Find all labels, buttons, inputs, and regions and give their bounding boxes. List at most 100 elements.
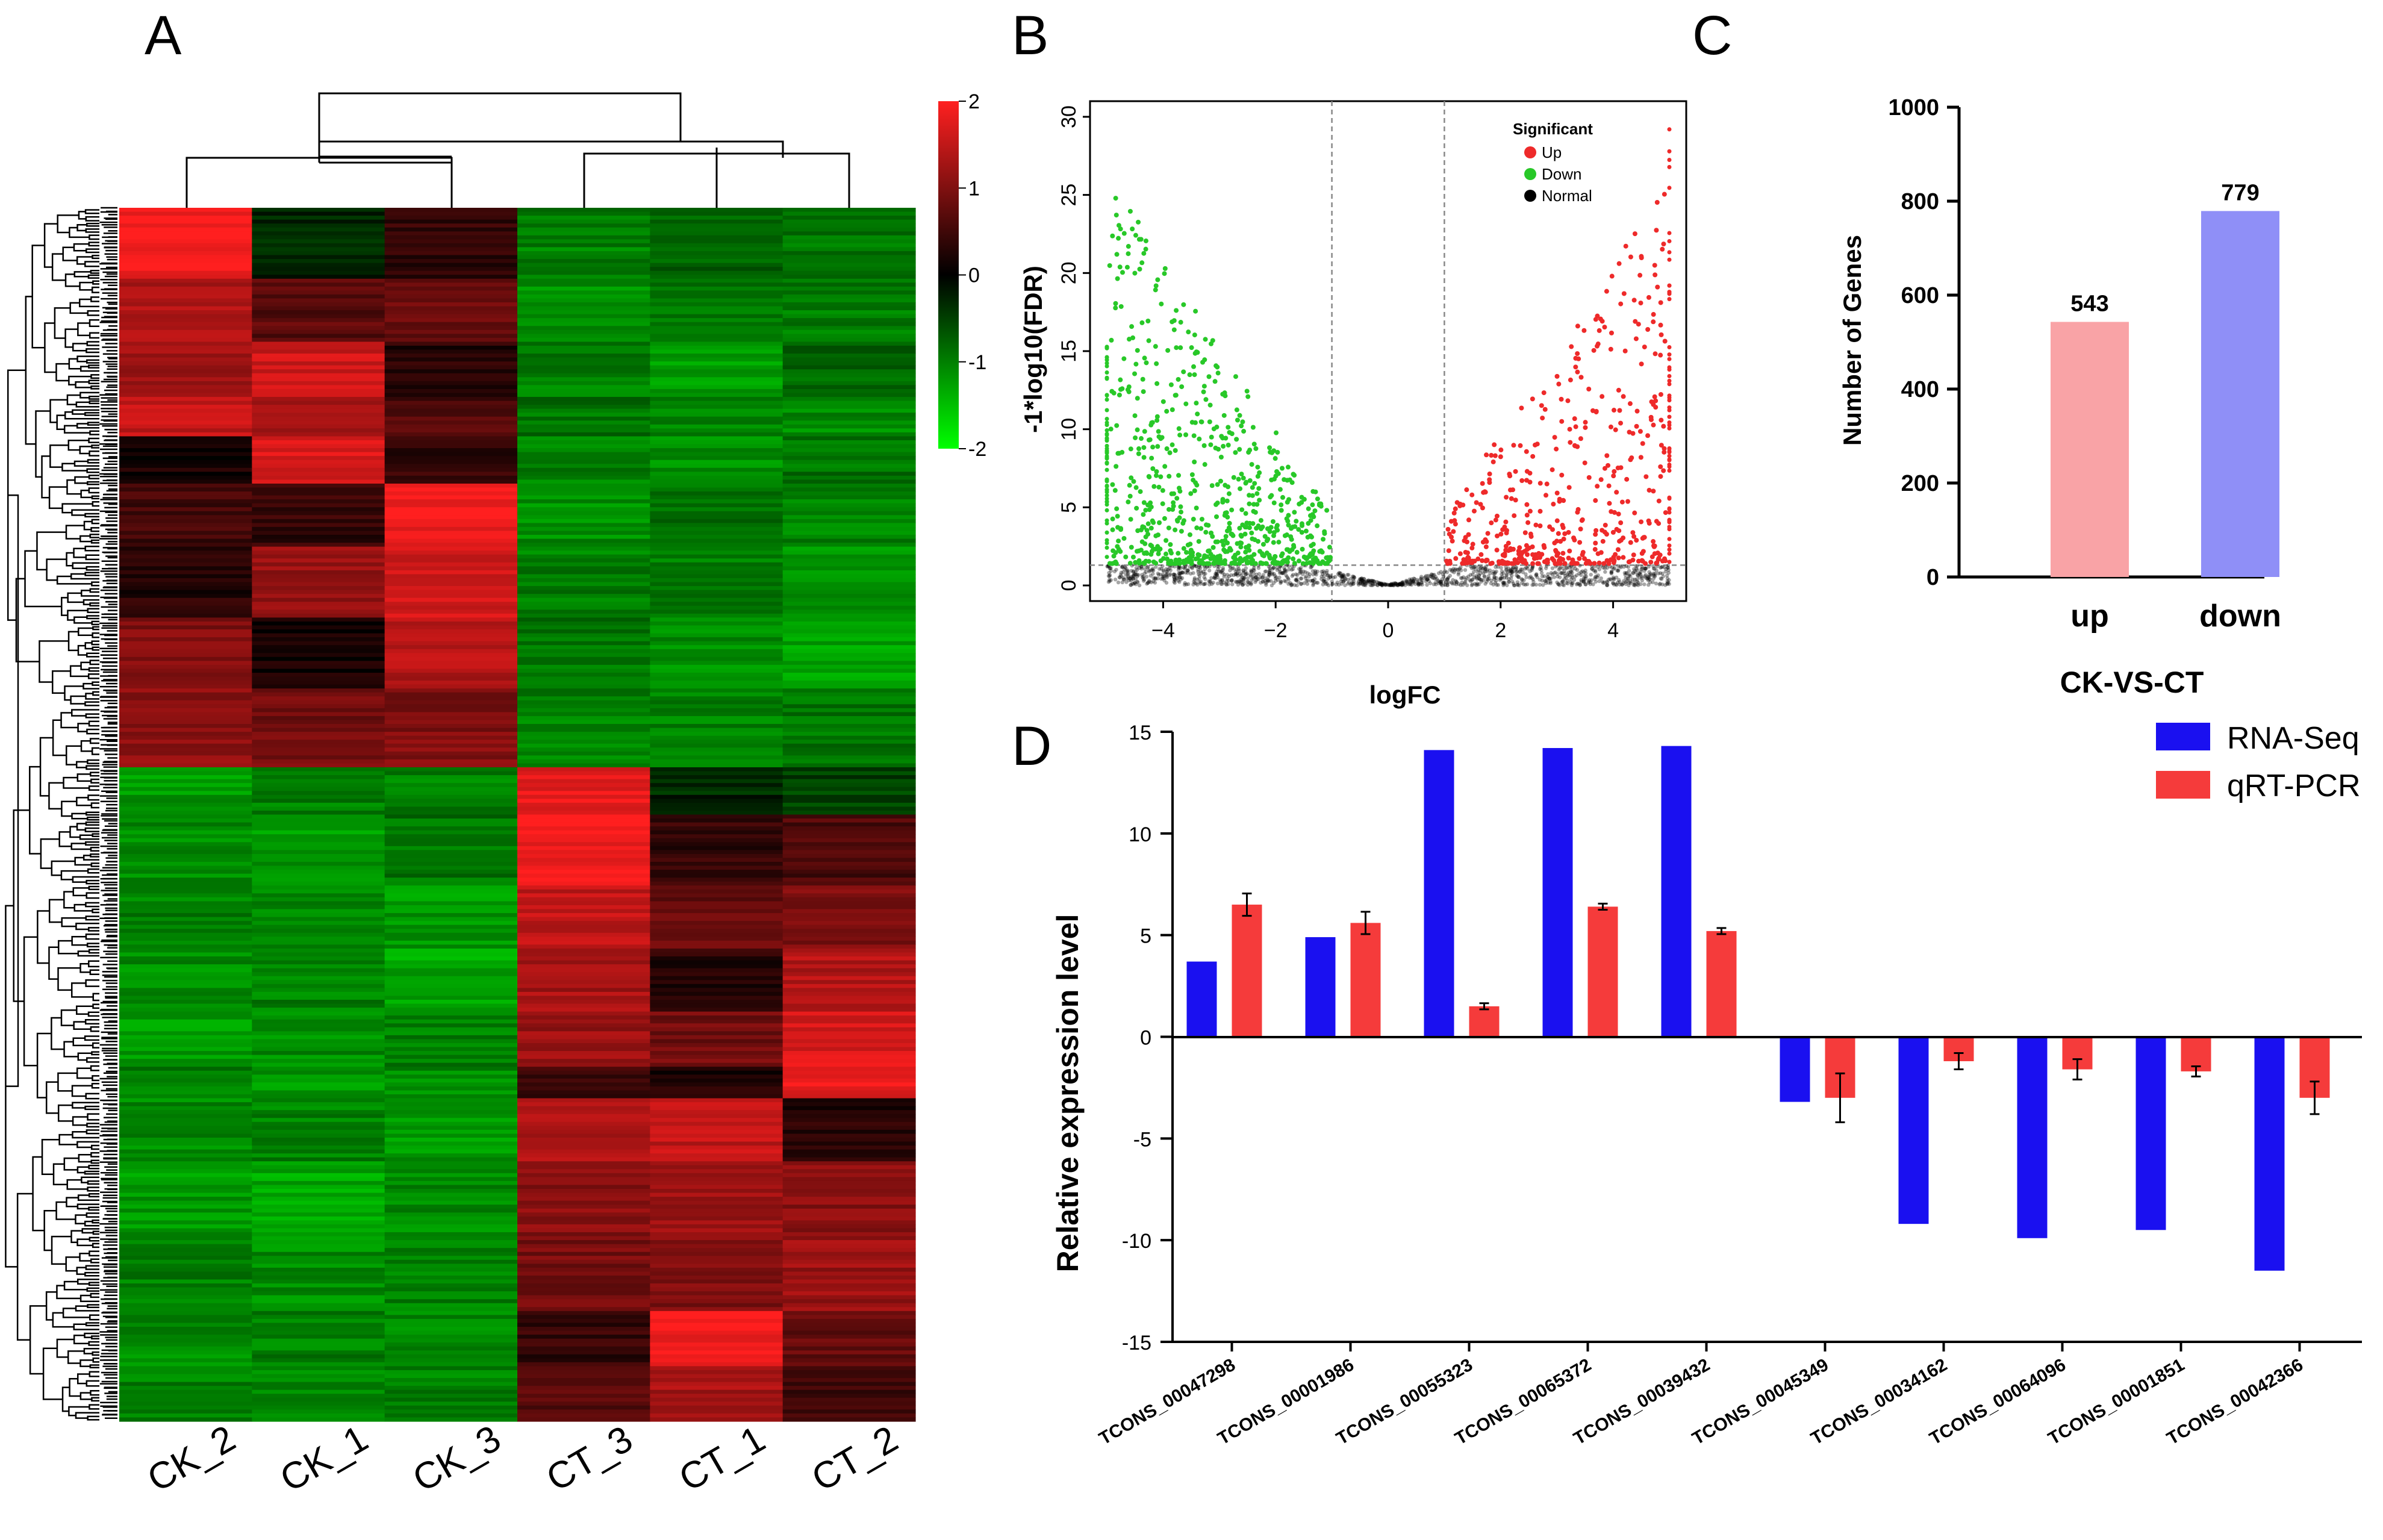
row-dendrogram-branch [85, 1093, 99, 1100]
volcano-point-normal [1623, 573, 1627, 577]
volcano-point-normal [1249, 581, 1253, 585]
row-dendrogram-branch [87, 1180, 99, 1185]
heatmap-cell [119, 991, 252, 997]
heatmap-cell [517, 952, 650, 957]
volcano-point-normal [1416, 581, 1421, 585]
volcano-point-up [1567, 548, 1572, 553]
heatmap-cell [252, 834, 385, 839]
volcano-point-up [1660, 246, 1665, 252]
volcano-point-normal [1129, 575, 1133, 579]
row-dendrogram-branch [41, 1139, 60, 1176]
heatmap-cell [517, 806, 650, 811]
volcano-point-normal [1357, 577, 1362, 581]
volcano-point-normal [1663, 583, 1668, 587]
heatmap-cell [384, 1205, 518, 1209]
heatmap-cell [119, 1389, 252, 1394]
heatmap-cell [782, 1043, 916, 1048]
heatmap-cell [119, 637, 252, 642]
heatmap-cell [782, 1205, 916, 1209]
volcano-point-normal [1660, 572, 1665, 576]
heatmap-cell [384, 1110, 518, 1115]
heatmap-cell [650, 286, 783, 291]
heatmap-cell [252, 369, 385, 374]
heatmap-cell [252, 653, 385, 658]
volcano-point-normal [1192, 576, 1197, 581]
heatmap-cell [119, 1236, 252, 1241]
heatmap-cell [517, 672, 650, 678]
volcano-point-up [1525, 552, 1530, 557]
volcano-point-normal [1440, 577, 1444, 581]
volcano-point-normal [1477, 576, 1481, 581]
row-dendrogram-branch [86, 348, 99, 354]
heatmap-cell [517, 479, 650, 484]
volcano-point-up [1662, 446, 1667, 451]
volcano-point-normal [1639, 567, 1643, 572]
volcano-point-normal [1627, 583, 1631, 587]
heatmap-cell [650, 467, 783, 472]
row-dendrogram-branch [86, 615, 99, 620]
heatmap-cell [650, 1173, 783, 1177]
volcano-point-up [1602, 325, 1607, 330]
volcano-point-normal [1388, 583, 1392, 587]
colorbar-tick-label: 0 [968, 264, 980, 287]
volcano-point-down [1201, 389, 1206, 394]
row-dendrogram-branch [89, 332, 99, 339]
heatmap-cell [384, 976, 518, 980]
heatmap-cell [384, 862, 518, 867]
heatmap-cell [252, 1055, 385, 1059]
volcano-point-normal [1616, 568, 1621, 572]
volcano-point-normal [1251, 572, 1256, 576]
heatmap-cell [517, 791, 650, 796]
heatmap-cell [782, 1362, 916, 1367]
volcano-point-normal [1197, 573, 1202, 578]
volcano-point-normal [1139, 565, 1144, 569]
heatmap-cell [782, 354, 916, 358]
heatmap-cell [650, 208, 783, 213]
heatmap-cell [517, 1228, 650, 1233]
heatmap-cell [252, 1271, 385, 1276]
volcano-point-normal [1245, 582, 1250, 587]
heatmap-cell [517, 1342, 650, 1347]
volcano-point-normal [1183, 565, 1188, 569]
heatmap-cell [384, 286, 518, 291]
volcano-point-normal [1188, 572, 1193, 576]
volcano-point-up [1554, 490, 1560, 496]
volcano-point-normal [1560, 580, 1564, 584]
volcano-point-normal [1286, 564, 1291, 568]
volcano-point-normal [1463, 578, 1468, 582]
heatmap-cell [252, 613, 385, 618]
volcano-point-up [1489, 561, 1495, 566]
volcano-point-normal [1109, 566, 1113, 570]
colorbar-tick-label: -1 [968, 351, 986, 374]
volcano-point-normal [1450, 581, 1454, 585]
heatmap-cell [384, 1232, 518, 1237]
volcano-point-down [1254, 502, 1260, 507]
row-dendrogram-branch [84, 701, 99, 706]
volcano-point-normal [1530, 582, 1534, 587]
volcano-point-up [1537, 481, 1543, 486]
heatmap-cell [650, 605, 783, 610]
volcano-point-up [1600, 538, 1606, 544]
heatmap-cell [650, 1106, 783, 1111]
volcano-point-up [1560, 550, 1566, 556]
heatmap-cell [252, 444, 385, 449]
heatmap-cell [119, 1326, 252, 1332]
volcano-point-normal [1270, 572, 1274, 576]
volcano-point-normal [1586, 579, 1591, 584]
heatmap-cell [384, 980, 518, 985]
heatmap-cell [384, 1283, 518, 1288]
volcano-point-normal [1301, 572, 1305, 576]
volcano-point-down [1121, 231, 1127, 236]
volcano-point-normal [1412, 577, 1417, 581]
volcano-point-normal [1416, 579, 1420, 584]
volcano-point-down [1130, 554, 1136, 560]
heatmap-cell [650, 1003, 783, 1008]
row-dendrogram-branch [84, 1271, 99, 1277]
heatmap-cell [650, 1236, 783, 1241]
heatmap-cell [782, 1346, 916, 1351]
heatmap-cell [782, 814, 916, 819]
volcano-point-down [1268, 449, 1273, 455]
volcano-point-normal [1326, 576, 1331, 581]
row-dendrogram-branch [56, 575, 92, 585]
heatmap-cell [384, 251, 518, 256]
